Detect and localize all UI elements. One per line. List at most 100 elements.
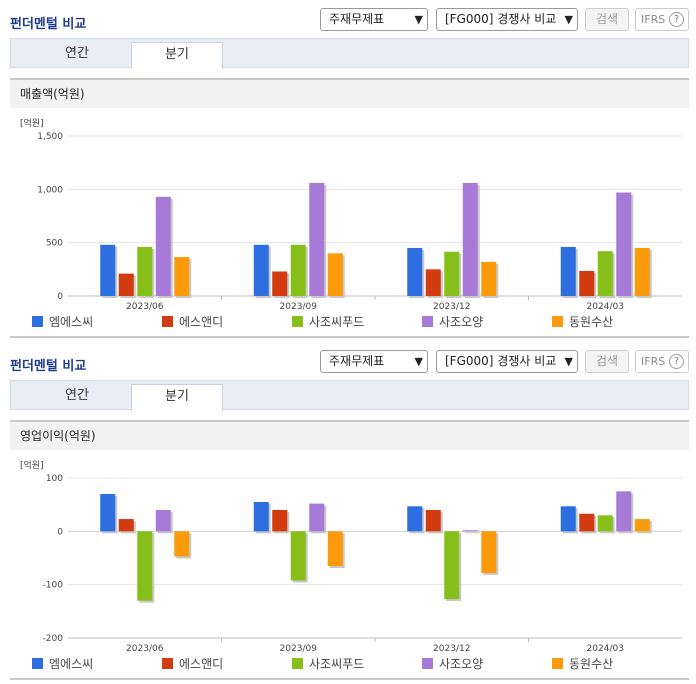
bar-사조오양 [616, 491, 632, 532]
bar-엠에스씨 [100, 244, 116, 296]
bar-에스앤디 [425, 510, 441, 532]
operating-profit-chart: [억원] -200 -100 0 100 2023/06 2023/09 2023/12 202… [20, 459, 682, 654]
comparison-group-select[interactable]: [FG000] 경쟁사 비교 ▼ [436, 8, 578, 31]
comparison-group-value: [FG000] 경쟁사 비교 [445, 12, 557, 26]
bar-사조씨푸드 [597, 515, 613, 532]
x-tick-label: 2023/06 [126, 302, 164, 312]
legend-swatch [292, 316, 303, 327]
ifrs-button[interactable]: IFRS? [635, 8, 689, 31]
bar-shadow [464, 532, 480, 534]
bar-사조씨푸드 [137, 531, 153, 601]
legend-item[interactable]: 사조씨푸드 [292, 655, 364, 672]
bar-동원수산 [327, 531, 343, 566]
legend-item[interactable]: 에스앤디 [162, 313, 223, 330]
bar-동원수산 [174, 531, 190, 557]
tab-annual[interactable]: 연간 [65, 388, 89, 403]
tab-annual[interactable]: 연간 [65, 46, 89, 61]
y-tick-label: 1,500 [37, 132, 63, 142]
legend-item[interactable]: 사조오양 [422, 313, 483, 330]
search-button[interactable]: 검색 [585, 350, 629, 373]
bar-에스앤디 [272, 271, 288, 296]
chevron-down-icon: ▼ [564, 355, 573, 368]
search-button[interactable]: 검색 [585, 8, 629, 31]
bar-에스앤디 [579, 513, 595, 532]
bar-동원수산 [634, 519, 650, 532]
legend-label: 동원수산 [569, 315, 614, 329]
bar-에스앤디 [118, 519, 134, 532]
legend-label: 엠에스씨 [49, 315, 94, 329]
legend-swatch [32, 316, 43, 327]
legend-swatch [552, 658, 563, 669]
tab-quarter[interactable]: 분기 [131, 42, 223, 69]
bar-엠에스씨 [253, 502, 269, 532]
bar-사조씨푸드 [290, 531, 306, 581]
period-tabs: 연간 분기 [10, 38, 689, 69]
bar-사조씨푸드 [444, 251, 460, 296]
bar-엠에스씨 [560, 506, 576, 532]
bar-동원수산 [174, 257, 190, 296]
bar-동원수산 [327, 253, 343, 296]
statement-type-select[interactable]: 주재무제표 ▼ [320, 350, 428, 373]
panel-header: 펀더멘털 비교 주재무제표 ▼ [FG000] 경쟁사 비교 ▼ 검색 IFRS? [0, 342, 696, 380]
x-tick-label: 2023/09 [280, 302, 318, 312]
legend-swatch [162, 316, 173, 327]
panel-header: 펀더멘털 비교 주재무제표 ▼ [FG000] 경쟁사 비교 ▼ 검색 IFRS? [0, 0, 696, 38]
statement-type-value: 주재무제표 [329, 354, 385, 368]
bar-에스앤디 [425, 269, 441, 296]
legend-label: 엠에스씨 [49, 657, 94, 671]
unit-label: [억원] [20, 117, 44, 129]
ifrs-button[interactable]: IFRS? [635, 350, 689, 373]
legend-item[interactable]: 사조오양 [422, 655, 483, 672]
chart-legend: 엠에스씨 에스앤디 사조씨푸드 사조오양 동원수산 [0, 313, 696, 329]
legend-item[interactable]: 엠에스씨 [32, 655, 93, 672]
panel-title: 펀더멘털 비교 [10, 359, 87, 374]
bar-동원수산 [481, 531, 497, 573]
bar-엠에스씨 [253, 244, 269, 296]
tab-quarter[interactable]: 분기 [131, 384, 223, 411]
help-icon[interactable]: ? [669, 354, 684, 369]
bar-사조오양 [462, 530, 478, 532]
legend-item[interactable]: 에스앤디 [162, 655, 223, 672]
legend-item[interactable]: 사조씨푸드 [292, 313, 364, 330]
section-title: 매출액(억원) [10, 78, 689, 108]
legend-label: 사조씨푸드 [309, 657, 365, 671]
x-tick-label: 2023/06 [126, 644, 164, 654]
legend-item[interactable]: 엠에스씨 [32, 313, 93, 330]
y-tick-label: 1,000 [37, 185, 63, 195]
divider [10, 678, 689, 680]
y-tick-label: -100 [43, 581, 64, 591]
legend-label: 에스앤디 [179, 657, 224, 671]
bar-에스앤디 [579, 270, 595, 296]
section-title: 영업이익(억원) [10, 420, 689, 450]
legend-swatch [162, 658, 173, 669]
bar-에스앤디 [118, 273, 134, 296]
operating-profit-panel: 펀더멘털 비교 주재무제표 ▼ [FG000] 경쟁사 비교 ▼ 검색 IFRS? … [0, 342, 696, 684]
period-tabs: 연간 분기 [10, 380, 689, 411]
legend-swatch [422, 316, 433, 327]
x-tick-label: 2023/12 [433, 302, 470, 312]
legend-label: 사조씨푸드 [309, 315, 365, 329]
bar-엠에스씨 [560, 246, 576, 296]
y-tick-label: 0 [57, 292, 63, 302]
revenue-chart: [억원] 0 500 1,000 1,500 2023/06 2023/09 2023/12 2… [20, 117, 682, 312]
comparison-group-value: [FG000] 경쟁사 비교 [445, 354, 557, 368]
statement-type-select[interactable]: 주재무제표 ▼ [320, 8, 428, 31]
bar-사조오양 [155, 196, 171, 296]
bar-엠에스씨 [407, 506, 423, 532]
bar-엠에스씨 [407, 248, 423, 296]
legend-label: 에스앤디 [179, 315, 224, 329]
bar-에스앤디 [272, 510, 288, 532]
bar-사조오양 [616, 192, 632, 296]
legend-item[interactable]: 동원수산 [552, 655, 613, 672]
bar-사조오양 [309, 182, 325, 296]
bar-동원수산 [634, 248, 650, 296]
y-tick-label: 500 [46, 239, 63, 249]
legend-item[interactable]: 동원수산 [552, 313, 613, 330]
help-icon[interactable]: ? [669, 12, 684, 27]
y-tick-label: 0 [57, 527, 63, 537]
chevron-down-icon: ▼ [564, 13, 573, 26]
legend-label: 사조오양 [439, 657, 484, 671]
divider [10, 336, 689, 338]
comparison-group-select[interactable]: [FG000] 경쟁사 비교 ▼ [436, 350, 578, 373]
bar-사조씨푸드 [137, 246, 153, 296]
